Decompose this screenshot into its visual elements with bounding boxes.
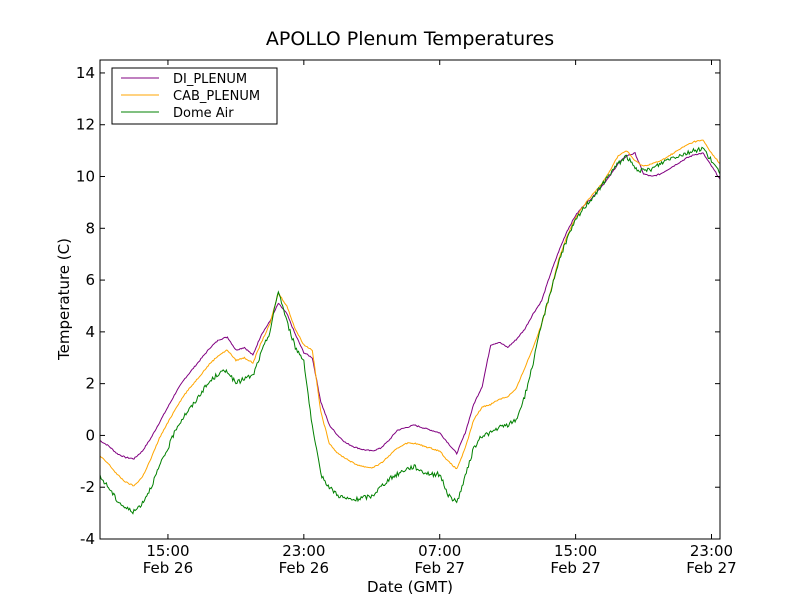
x-tick-time-label: 23:00 (282, 542, 325, 560)
y-tick-label: 10 (76, 168, 95, 186)
series-layer (99, 139, 721, 515)
chart-title: APOLLO Plenum Temperatures (266, 28, 554, 50)
legend: DI_PLENUM CAB_PLENUM Dome Air (111, 67, 278, 125)
y-tick-label: 12 (76, 116, 95, 134)
y-tick-label: 0 (85, 426, 95, 444)
y-axis-label: Temperature (C) (55, 238, 73, 361)
x-tick-date-label: Feb 27 (550, 559, 600, 577)
x-axis-label: Date (GMT) (367, 578, 453, 596)
x-tick-time-label: 23:00 (690, 542, 733, 560)
x-tick-time-label: 15:00 (554, 542, 597, 560)
legend-label-di-plenum: DI_PLENUM (173, 72, 247, 87)
y-tick-label: 2 (85, 375, 95, 393)
y-tick-label: 14 (76, 64, 95, 82)
plot-frame (99, 59, 721, 540)
legend-box (111, 67, 278, 125)
x-tick-date-label: Feb 26 (279, 559, 329, 577)
legend-label-dome-air: Dome Air (173, 106, 234, 121)
series-line-dome-air (99, 146, 721, 515)
x-tick-date-label: Feb 27 (415, 559, 465, 577)
x-tick-time-label: 15:00 (146, 542, 189, 560)
y-tick-label: -2 (80, 478, 95, 496)
legend-label-cab-plenum: CAB_PLENUM (173, 89, 260, 104)
x-tick-date-label: Feb 27 (686, 559, 736, 577)
series-line-cab-plenum (99, 139, 721, 487)
y-tick-label: -4 (80, 530, 95, 548)
x-tick-time-label: 07:00 (418, 542, 461, 560)
x-tick-date-label: Feb 26 (143, 559, 193, 577)
y-tick-label: 4 (85, 323, 95, 341)
y-tick-label: 6 (85, 271, 95, 289)
y-tick-label: 8 (85, 219, 95, 237)
